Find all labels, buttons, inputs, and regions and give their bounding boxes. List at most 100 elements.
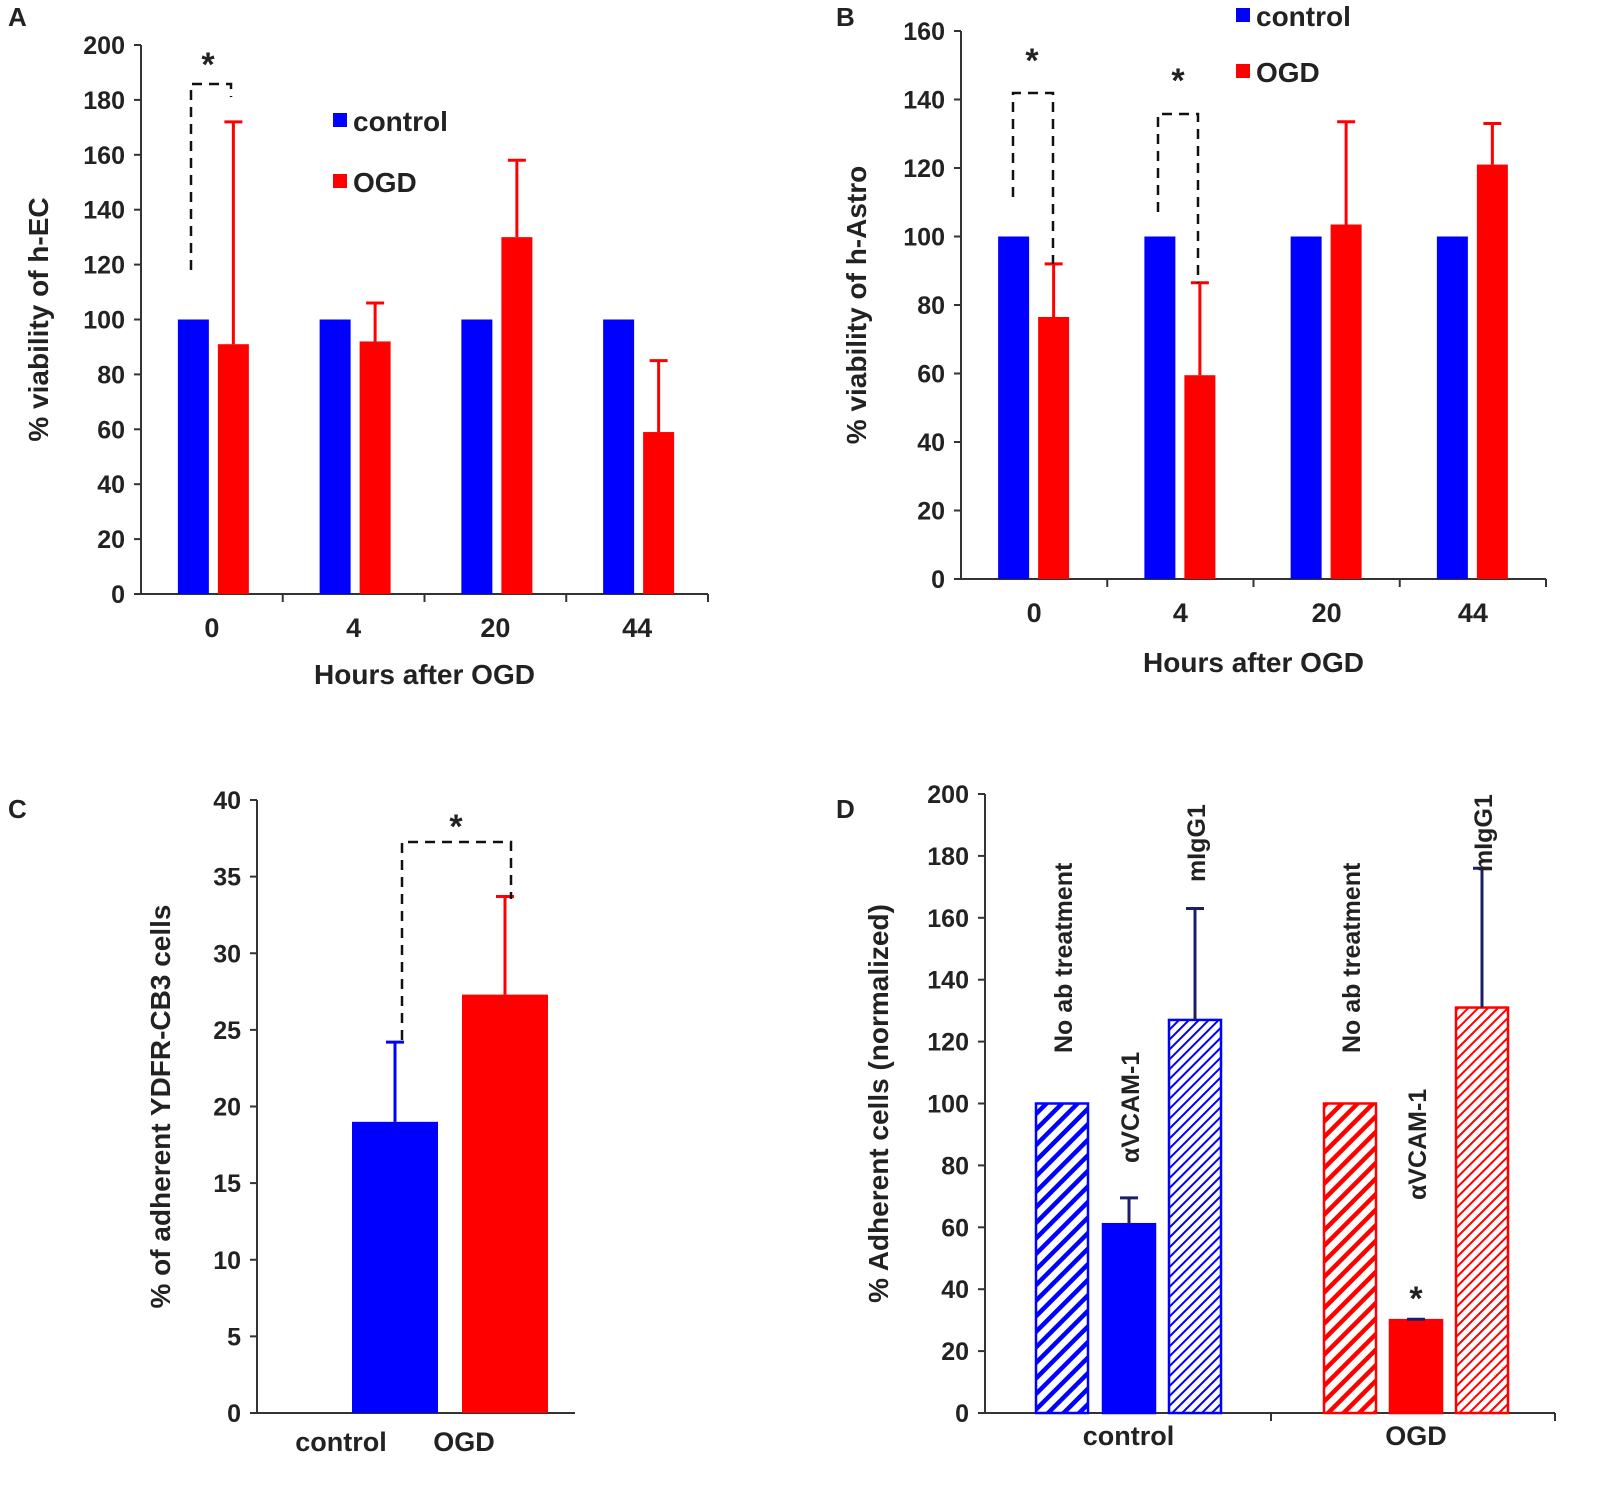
- d-bar-control-avcam1: [1101, 1222, 1157, 1415]
- a-bar-ogd: [643, 432, 675, 594]
- b-significance-star: *: [1171, 62, 1185, 100]
- a-bar-ogd: [217, 344, 249, 594]
- b-significance-star: *: [1025, 42, 1039, 80]
- b-y-axis-label: % viability of h-Astro: [841, 166, 872, 444]
- c-y-tick-label: 5: [227, 1323, 241, 1351]
- d-y-tick-label: 100: [927, 1091, 969, 1119]
- b-bar-ogd: [1038, 316, 1070, 579]
- a-y-tick-label: 80: [97, 361, 125, 389]
- a-bar-control: [603, 319, 635, 594]
- a-y-tick-label: 20: [97, 526, 125, 554]
- c-y-axis-label: % of adherent YDFR-CB3 cells: [145, 904, 176, 1308]
- b-legend-label: control: [1256, 1, 1351, 32]
- panel-letter-b: B: [836, 2, 855, 32]
- d-y-axis-label: % Adherent cells (normalized): [863, 904, 894, 1303]
- d-y-tick-label: 40: [941, 1276, 969, 1304]
- b-y-tick-label: 140: [903, 87, 945, 115]
- b-x-tick-label: 4: [1173, 598, 1188, 628]
- b-y-tick-label: 160: [903, 18, 945, 46]
- c-bar-ogd: [462, 994, 548, 1413]
- chart-d: 0 20 40 60 80 100 120 140 160 180 200 % Adherent ce…: [863, 781, 1556, 1451]
- c-y-tick-label: 20: [213, 1094, 241, 1122]
- b-legend-label: OGD: [1256, 57, 1320, 88]
- a-y-tick-label: 0: [111, 581, 125, 609]
- a-x-axis-label: Hours after OGD: [314, 659, 535, 690]
- c-y-tick-label: 0: [227, 1400, 241, 1428]
- a-significance-bracket: [189, 82, 233, 270]
- d-bar-ogd-no-ab-treatment: [1322, 1102, 1378, 1415]
- d-y-tick-label: 60: [941, 1214, 969, 1242]
- a-legend-label: OGD: [353, 167, 417, 198]
- b-bar-control: [998, 236, 1030, 579]
- d-x-tick-label: control: [1083, 1421, 1175, 1451]
- c-significance-star: *: [449, 808, 463, 846]
- b-bar-control: [1290, 236, 1322, 579]
- d-y-tick-label: 140: [927, 967, 969, 995]
- a-y-tick-label: 60: [97, 416, 125, 444]
- a-y-axis-label: % viability of h-EC: [23, 197, 54, 441]
- d-bar-label: αVCAM-1: [1117, 1052, 1145, 1163]
- b-y-tick-label: 0: [931, 566, 945, 594]
- c-x-tick-label: control: [295, 1427, 387, 1457]
- b-x-tick-label: 20: [1312, 598, 1342, 628]
- b-significance-bracket-4: [1156, 112, 1200, 283]
- a-y-tick-label: 180: [83, 87, 125, 115]
- b-y-tick-label: 20: [917, 498, 945, 526]
- d-bar-ogd-avcam1: [1388, 1318, 1444, 1415]
- d-y-tick-label: 200: [927, 781, 969, 809]
- c-y-tick-label: 30: [213, 940, 241, 968]
- a-y-tick-label: 140: [83, 197, 125, 225]
- panel-letter-c: C: [8, 794, 27, 824]
- d-y-tick-label: 20: [941, 1338, 969, 1366]
- a-x-tick-label: 20: [480, 613, 510, 643]
- d-y-tick-label: 0: [955, 1400, 969, 1428]
- a-x-tick-label: 4: [346, 613, 361, 643]
- a-bar-control: [319, 319, 351, 594]
- a-legend-label: control: [353, 106, 448, 137]
- a-x-tick-label: 44: [622, 613, 652, 643]
- c-y-tick-label: 25: [213, 1017, 241, 1045]
- d-bar-control-no-ab-treatment: [1034, 1102, 1090, 1415]
- panel-letter-d: D: [836, 794, 855, 824]
- b-significance-bracket-0: [1011, 91, 1055, 264]
- b-bar-ogd: [1476, 164, 1508, 579]
- d-y-tick-label: 160: [927, 905, 969, 933]
- d-bar-label: mIgG1: [1470, 794, 1498, 872]
- d-bar-control-migg1: [1167, 1018, 1223, 1415]
- d-significance-star: *: [1409, 1280, 1423, 1318]
- b-y-tick-label: 120: [903, 155, 945, 183]
- a-legend-swatch: [333, 174, 347, 188]
- a-legend-swatch: [333, 113, 347, 127]
- d-bar-label: No ab treatment: [1338, 862, 1366, 1053]
- a-bar-control: [177, 319, 209, 594]
- b-bar-ogd: [1184, 375, 1216, 579]
- a-y-tick-label: 200: [83, 32, 125, 60]
- a-x-tick-label: 0: [204, 613, 219, 643]
- b-y-tick-label: 40: [917, 429, 945, 457]
- d-bar-ogd-migg1: [1454, 1006, 1510, 1415]
- a-y-tick-label: 120: [83, 252, 125, 280]
- c-y-tick-label: 40: [213, 787, 241, 815]
- b-bar-control: [1436, 236, 1468, 579]
- c-y-tick-label: 10: [213, 1247, 241, 1275]
- b-legend-swatch: [1236, 64, 1250, 78]
- a-bar-control: [461, 319, 493, 594]
- b-x-axis-label: Hours after OGD: [1143, 647, 1364, 678]
- d-y-tick-label: 180: [927, 843, 969, 871]
- a-y-tick-label: 40: [97, 471, 125, 499]
- chart-c: 0 5 10 15 20 25 30 35 40 % of adherent YDFR-CB3 c…: [145, 787, 575, 1457]
- a-y-tick-label: 160: [83, 142, 125, 170]
- b-x-tick-label: 0: [1027, 598, 1042, 628]
- d-y-tick-label: 120: [927, 1029, 969, 1057]
- c-x-tick-label: OGD: [433, 1427, 495, 1457]
- b-x-tick-label: 44: [1458, 598, 1488, 628]
- b-bar-control: [1144, 236, 1176, 579]
- d-bar-label: mIgG1: [1183, 804, 1211, 882]
- d-x-tick-label: OGD: [1385, 1421, 1447, 1451]
- c-bar-control: [352, 1121, 438, 1413]
- d-y-tick-label: 80: [941, 1152, 969, 1180]
- b-legend-swatch: [1236, 8, 1250, 22]
- a-significance-star: *: [201, 46, 215, 84]
